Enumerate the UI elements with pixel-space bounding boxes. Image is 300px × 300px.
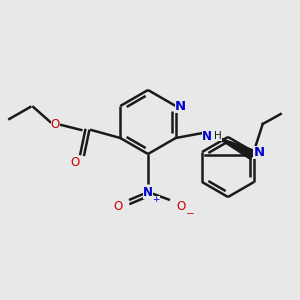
Text: N: N bbox=[175, 100, 186, 112]
Text: N: N bbox=[254, 146, 265, 158]
Text: H: H bbox=[214, 131, 222, 141]
Text: +: + bbox=[152, 196, 160, 205]
Text: −: − bbox=[186, 209, 194, 219]
Polygon shape bbox=[215, 136, 255, 160]
Text: N: N bbox=[202, 130, 212, 142]
Text: N: N bbox=[143, 185, 153, 199]
Text: O: O bbox=[176, 200, 186, 212]
Text: O: O bbox=[113, 200, 123, 212]
Text: O: O bbox=[71, 157, 80, 169]
Text: O: O bbox=[51, 118, 60, 131]
